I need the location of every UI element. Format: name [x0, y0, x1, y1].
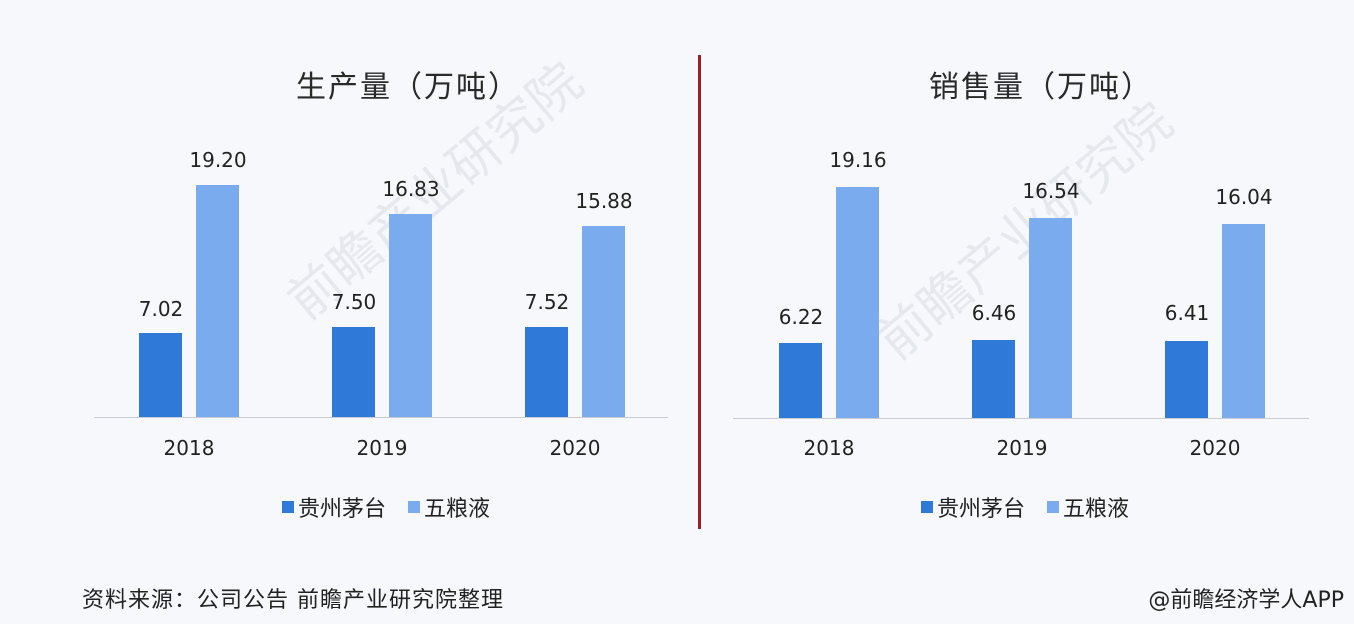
legend-swatch — [408, 501, 420, 513]
bar-maotai-2019 — [332, 327, 375, 417]
source-note: 资料来源：公司公告 前瞻产业研究院整理 — [82, 588, 504, 613]
legend-item-wuliangye: 五粮液 — [408, 491, 490, 523]
category-label: 2020 — [1189, 436, 1241, 460]
watermark: 前瞻产业研究院 — [866, 91, 1185, 372]
category-label: 2018 — [163, 436, 215, 460]
bar-wuliangye-2018 — [196, 185, 239, 417]
chart-title: 生产量（万吨） — [296, 70, 520, 105]
legend-item-wuliangye: 五粮液 — [1047, 491, 1129, 523]
bar-maotai-2020 — [1165, 341, 1208, 418]
credit: @前瞻经济学人APP — [1148, 588, 1344, 613]
value-label: 7.50 — [331, 290, 377, 314]
bar-wuliangye-2020 — [582, 226, 625, 417]
bar-maotai-2020 — [525, 327, 568, 417]
legend-item-maotai: 贵州茅台 — [281, 491, 386, 523]
value-label: 7.52 — [524, 290, 570, 314]
value-label: 15.88 — [575, 189, 633, 213]
bar-wuliangye-2019 — [1029, 218, 1072, 418]
value-label: 16.83 — [382, 177, 440, 201]
legend-swatch — [920, 501, 933, 513]
value-label: 19.20 — [189, 148, 247, 172]
value-label: 7.02 — [138, 297, 184, 321]
legend-label: 贵州茅台 — [297, 497, 386, 522]
legend: 贵州茅台 五粮液 — [920, 491, 1129, 523]
legend-swatch — [281, 501, 294, 513]
chart-title: 销售量（万吨） — [929, 70, 1153, 105]
category-label: 2019 — [356, 436, 408, 460]
bar-wuliangye-2020 — [1222, 224, 1265, 418]
bar-wuliangye-2018 — [836, 187, 879, 418]
bar-maotai-2018 — [779, 343, 822, 418]
category-label: 2018 — [803, 436, 855, 460]
x-axis — [94, 417, 668, 418]
legend: 贵州茅台 五粮液 — [281, 491, 490, 523]
legend-swatch — [1047, 501, 1059, 513]
category-label: 2020 — [549, 436, 601, 460]
value-label: 6.46 — [971, 301, 1017, 325]
value-label: 6.41 — [1164, 301, 1210, 325]
bar-maotai-2018 — [139, 333, 182, 417]
legend-label: 五粮液 — [1063, 497, 1130, 522]
divider — [698, 55, 701, 529]
x-axis — [733, 418, 1309, 419]
legend-item-maotai: 贵州茅台 — [920, 491, 1025, 523]
value-label: 16.54 — [1022, 179, 1080, 203]
bar-maotai-2019 — [972, 340, 1015, 418]
value-label: 19.16 — [829, 148, 887, 172]
legend-label: 五粮液 — [424, 497, 491, 522]
bar-wuliangye-2019 — [389, 214, 432, 417]
value-label: 6.22 — [778, 305, 824, 329]
legend-label: 贵州茅台 — [936, 497, 1025, 522]
value-label: 16.04 — [1215, 185, 1273, 209]
category-label: 2019 — [996, 436, 1048, 460]
